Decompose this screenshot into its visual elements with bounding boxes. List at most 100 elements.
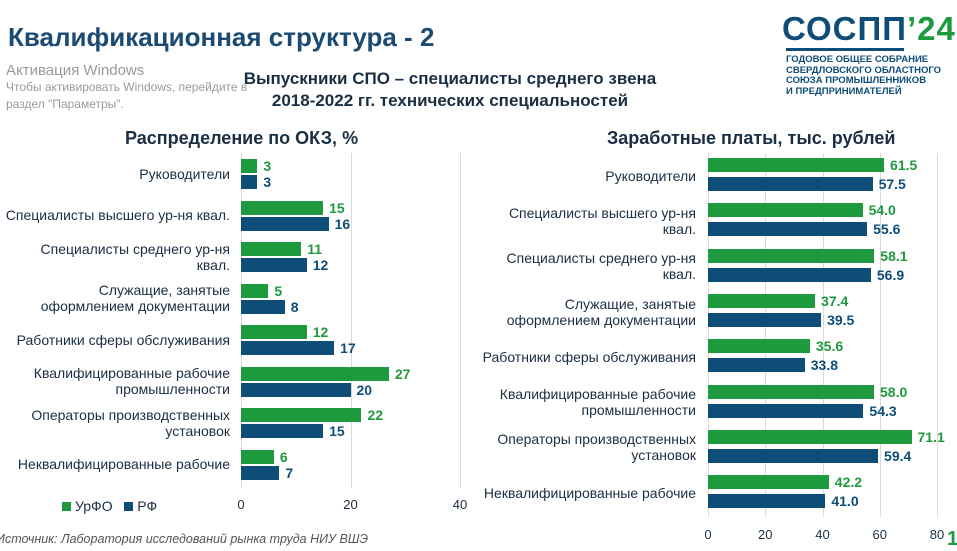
data-label: 27 bbox=[394, 365, 411, 382]
bar-urfo bbox=[241, 159, 258, 173]
chart-title-okz: Распределение по ОКЗ, % bbox=[125, 128, 359, 148]
data-label: 59.4 bbox=[884, 447, 912, 464]
gridline bbox=[765, 153, 767, 517]
gridline bbox=[460, 153, 461, 488]
category-label: Операторы производственных установок bbox=[31, 406, 230, 439]
bar-urfo bbox=[241, 408, 362, 422]
subtitle-line: 2018-2022 гг. технических специальностей bbox=[271, 91, 629, 110]
bar-rf bbox=[241, 424, 324, 438]
x-tick-label: 40 bbox=[815, 527, 830, 542]
watermark-line: раздел "Параметры". bbox=[6, 97, 124, 111]
logo-underline bbox=[786, 48, 904, 51]
category-label: Специалисты высшего ур-ня квал. bbox=[5, 207, 230, 224]
data-label: 15 bbox=[329, 199, 345, 216]
data-label: 41.0 bbox=[831, 493, 859, 510]
bar-rf bbox=[241, 216, 329, 231]
bar-urfo bbox=[241, 242, 302, 256]
bar-rf bbox=[708, 448, 879, 463]
bar-urfo bbox=[241, 449, 274, 464]
bar-urfo bbox=[708, 429, 912, 444]
logo-name: СОСПП bbox=[782, 10, 907, 47]
watermark-line: Активация Windows bbox=[6, 62, 145, 79]
bar-rf bbox=[708, 312, 822, 327]
data-label: 5 bbox=[274, 282, 283, 299]
gridline bbox=[350, 153, 352, 488]
data-label: 12 bbox=[312, 257, 329, 273]
data-label: 16 bbox=[334, 215, 351, 232]
x-tick-label: 40 bbox=[452, 497, 468, 512]
category-label: Работники сферы обслуживания bbox=[16, 331, 230, 348]
bar-urfo bbox=[708, 293, 816, 308]
data-label: 6 bbox=[279, 448, 288, 465]
logo-line: СОЮЗА ПРОМЫШЛЕННИКОВ bbox=[786, 75, 927, 86]
data-label: 33.8 bbox=[810, 357, 838, 374]
data-label: 61.5 bbox=[890, 157, 918, 173]
bar-rf bbox=[708, 267, 871, 282]
logo-line: И ПРЕДПРИНИМАТЕЛЕЙ bbox=[786, 85, 902, 97]
data-label: 11 bbox=[307, 241, 323, 257]
data-label: 7 bbox=[285, 464, 294, 481]
bar-rf bbox=[241, 258, 307, 272]
bar-rf bbox=[241, 465, 280, 480]
data-label: 8 bbox=[290, 298, 299, 315]
bar-urfo bbox=[708, 158, 885, 172]
data-label: 57.5 bbox=[878, 176, 906, 192]
data-label: 71.1 bbox=[917, 428, 945, 445]
category-label: Руководители bbox=[605, 167, 696, 184]
bar-urfo bbox=[241, 366, 389, 381]
category-label: Неквалифицированные рабочие bbox=[17, 456, 230, 473]
logo-line: ГОДОВОЕ ОБЩЕЕ СОБРАНИЕ bbox=[786, 54, 929, 65]
subtitle: Выпускники СПО – специалисты среднего зв… bbox=[200, 68, 700, 112]
watermark-line: Чтобы активировать Windows, перейдите в bbox=[6, 80, 248, 94]
gridline bbox=[937, 153, 938, 517]
gridline bbox=[241, 153, 242, 488]
data-label: 39.5 bbox=[827, 311, 855, 328]
data-label: 55.6 bbox=[873, 221, 901, 238]
category-label: Работники сферы обслуживания bbox=[482, 348, 696, 365]
bar-rf bbox=[708, 358, 805, 373]
legend-swatch-rf bbox=[124, 502, 134, 511]
bar-rf bbox=[708, 494, 826, 509]
logo: СОСПП’24 ГОДОВОЕ ОБЩЕЕ СОБРАНИЕ СВЕРДЛОВ… bbox=[782, 12, 956, 97]
data-label: 58.0 bbox=[880, 383, 908, 400]
source-note: Источник: Лаборатория исследований рынка… bbox=[0, 532, 369, 546]
x-tick-label: 80 bbox=[929, 527, 945, 542]
bar-urfo bbox=[708, 203, 863, 218]
data-label: 15 bbox=[329, 423, 345, 439]
category-label: Специалисты среднего ур-ня квал. bbox=[506, 250, 697, 283]
legend-label: РФ bbox=[137, 498, 158, 514]
data-label: 56.9 bbox=[876, 266, 905, 283]
gridline bbox=[708, 153, 709, 517]
data-label: 58.1 bbox=[880, 247, 908, 264]
bar-urfo bbox=[708, 384, 875, 399]
page-number: 10 bbox=[947, 528, 957, 550]
bar-urfo bbox=[708, 248, 875, 263]
logo-line: СВЕРДЛОВСКОГО ОБЛАСТНОГО bbox=[786, 64, 942, 76]
legend: УрФО РФ bbox=[62, 498, 157, 514]
gridline bbox=[879, 153, 881, 517]
x-tick-label: 0 bbox=[237, 497, 245, 512]
bar-urfo bbox=[241, 283, 269, 298]
data-label: 12 bbox=[312, 324, 329, 340]
subtitle-line: Выпускники СПО – специалисты среднего зв… bbox=[243, 69, 657, 88]
logo-year: ’24 bbox=[906, 10, 956, 47]
category-label: Служащие, занятые оформлением документац… bbox=[506, 295, 696, 328]
bar-urfo bbox=[241, 200, 324, 215]
data-label: 3 bbox=[263, 158, 272, 174]
legend-label: УрФО bbox=[75, 498, 113, 514]
x-tick-label: 20 bbox=[758, 527, 773, 542]
category-label: Квалифицированные рабочие промышленности bbox=[499, 386, 696, 419]
category-label: Служащие, занятые оформлением документац… bbox=[40, 282, 230, 315]
category-label: Квалифицированные рабочие промышленности bbox=[33, 365, 230, 398]
data-label: 54.3 bbox=[869, 402, 897, 419]
category-label: Операторы производственных установок bbox=[497, 431, 696, 464]
data-label: 54.0 bbox=[868, 202, 896, 219]
category-label: Специалисты высшего ур-ня квал. bbox=[508, 204, 696, 237]
bar-urfo bbox=[241, 325, 307, 339]
bar-rf bbox=[708, 403, 864, 418]
category-label: Руководители bbox=[139, 165, 230, 182]
chart-title-salary: Заработные платы, тыс. рублей bbox=[607, 128, 896, 148]
data-label: 37.4 bbox=[821, 292, 849, 309]
x-tick-label: 20 bbox=[343, 497, 358, 512]
category-label: Специалисты среднего ур-ня квал. bbox=[40, 240, 231, 273]
